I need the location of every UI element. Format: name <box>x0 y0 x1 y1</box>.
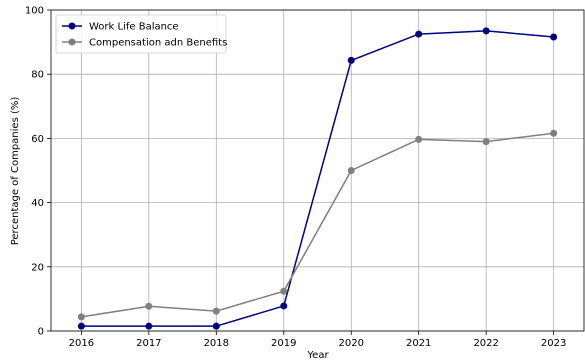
series-line <box>81 30 554 327</box>
x-axis-label: Year <box>306 350 329 361</box>
legend-box <box>55 14 227 54</box>
y-axis-label: Percentage of Companies (%) <box>10 97 21 246</box>
legend-label: Work Life Balance <box>89 22 179 33</box>
y-tick-label: 60 <box>31 134 44 145</box>
axes <box>47 9 585 335</box>
y-tick-label: 20 <box>31 262 44 273</box>
data-point <box>415 135 423 143</box>
plot-frame <box>50 9 585 332</box>
grid <box>51 9 584 332</box>
legend: Work Life Balance Compensation adn Benefi… <box>55 14 227 54</box>
data-point <box>212 307 220 315</box>
y-tick-label: 100 <box>25 6 44 17</box>
series-lines <box>77 27 558 330</box>
data-point <box>415 30 423 38</box>
x-tick-label: 2018 <box>204 338 229 349</box>
x-tick-label: 2019 <box>271 338 296 349</box>
x-tick-label: 2017 <box>136 338 161 349</box>
legend-label: Compensation adn Benefits <box>89 38 227 49</box>
data-point <box>77 322 85 330</box>
series-1 <box>77 129 558 321</box>
data-point <box>347 167 355 174</box>
data-point <box>550 129 558 137</box>
data-point <box>280 287 288 295</box>
y-tick-label: 0 <box>38 327 44 338</box>
data-point <box>145 302 153 310</box>
data-point <box>77 313 85 321</box>
data-point <box>482 138 490 146</box>
data-point <box>212 322 220 330</box>
legend-marker <box>68 22 76 30</box>
data-point <box>280 302 288 310</box>
x-tick-label: 2020 <box>339 338 364 349</box>
data-point <box>145 322 153 330</box>
tick-labels: 2016 2017 2018 2019 2020 2021 2022 2023 0 20 40 60 8… <box>25 6 566 350</box>
x-tick-label: 2022 <box>473 338 498 349</box>
data-point <box>482 27 490 35</box>
series-line <box>81 132 554 318</box>
x-tick-label: 2016 <box>69 338 94 349</box>
legend-marker <box>68 38 76 46</box>
data-point <box>550 33 558 41</box>
y-tick-label: 40 <box>31 198 44 209</box>
y-tick-label: 80 <box>31 70 44 81</box>
series-0 <box>77 27 558 330</box>
x-tick-label: 2023 <box>541 338 566 349</box>
x-tick-label: 2021 <box>406 338 431 349</box>
data-point <box>347 56 355 64</box>
